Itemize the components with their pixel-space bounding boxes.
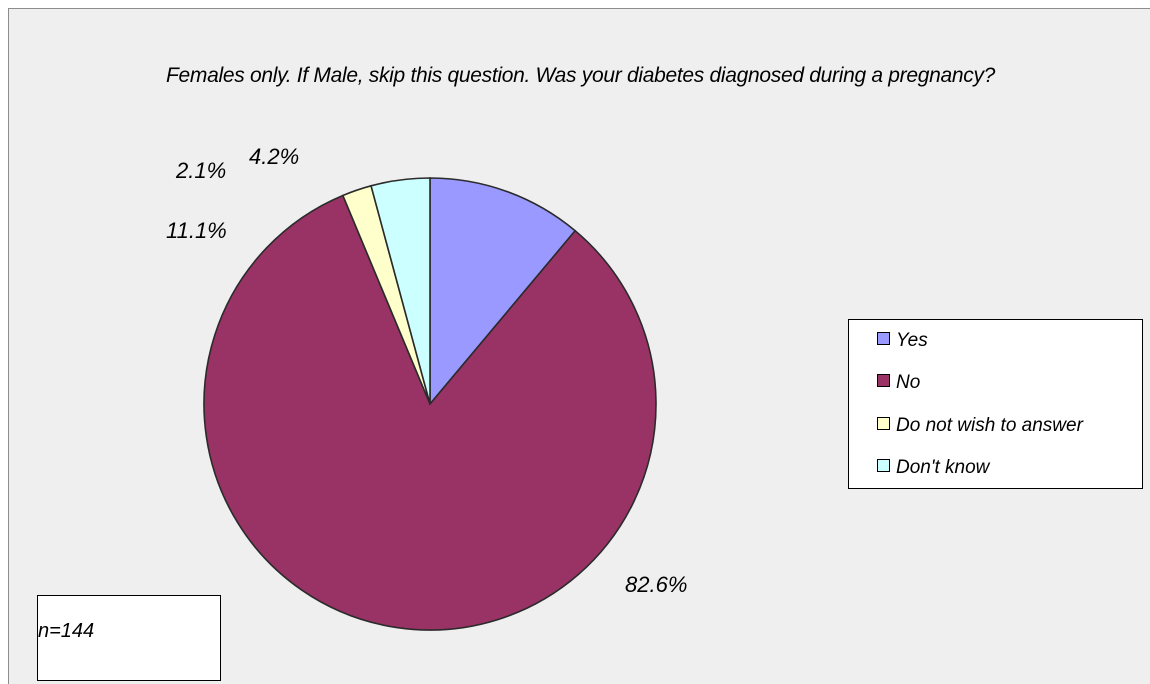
legend-swatch-no: [877, 374, 890, 387]
legend-swatch-do-not-wish: [877, 417, 890, 430]
legend-swatch-yes: [877, 332, 890, 345]
legend-item-do-not-wish: Do not wish to answer: [877, 415, 1083, 437]
legend-item-dont-know: Don't know: [877, 457, 989, 479]
sample-size-label: n=144: [38, 620, 95, 642]
sample-size-box: n=144: [37, 595, 221, 681]
pct-label-dont-know: 4.2%: [249, 144, 299, 169]
pct-label-yes: 11.1%: [166, 218, 227, 243]
pie-slice-dont-know: [370, 177, 431, 405]
legend: Yes No Do not wish to answer Don't know: [848, 319, 1143, 489]
legend-item-no: No: [877, 372, 920, 394]
legend-item-yes: Yes: [877, 330, 928, 352]
pie-slice-no: [203, 194, 657, 631]
chart-title: Females only. If Male, skip this questio…: [166, 64, 996, 87]
pct-label-no: 82.6%: [625, 572, 687, 597]
pie-slice-yes: [429, 177, 577, 407]
legend-swatch-dont-know: [877, 459, 890, 472]
legend-label-do-not-wish: Do not wish to answer: [896, 415, 1083, 436]
legend-label-yes: Yes: [896, 330, 928, 351]
legend-label-no: No: [896, 372, 921, 393]
legend-label-dont-know: Don't know: [896, 457, 990, 478]
pct-label-do-not-wish: 2.1%: [175, 158, 226, 183]
